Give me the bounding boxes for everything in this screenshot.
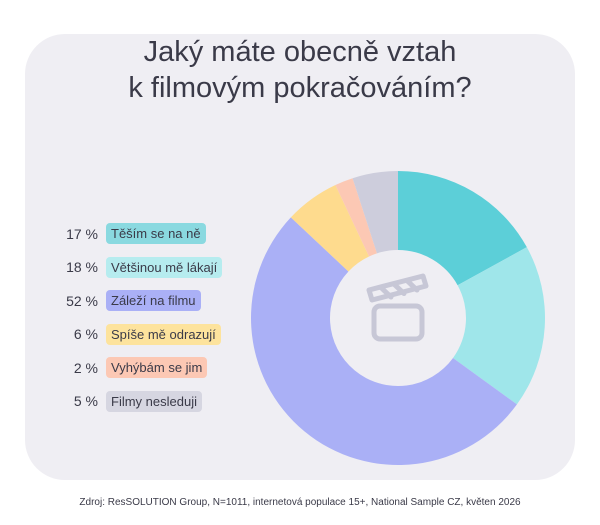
legend-label: Většinou mě lákají <box>106 256 223 278</box>
donut-slice <box>398 171 527 286</box>
donut-slice <box>290 184 370 272</box>
chart-title: Jaký máte obecně vztah k filmovým pokrač… <box>0 34 600 106</box>
donut-slices <box>250 171 545 466</box>
legend-item: 17 % Těším se na ně <box>40 222 222 245</box>
legend: 17 % Těším se na ně 18 % Většinou mě lák… <box>40 222 223 423</box>
legend-percent: 6 % <box>73 326 98 342</box>
legend-label: Spíše mě odrazují <box>106 323 221 345</box>
title-line-2: k filmovým pokračováním? <box>128 72 472 104</box>
legend-percent: 5 % <box>73 393 98 409</box>
source-note: Zdroj: ResSOLUTION Group, N=1011, intern… <box>79 497 521 508</box>
legend-item: 6 % Spíše mě odrazují <box>40 323 222 346</box>
legend-percent: 52 % <box>66 292 98 309</box>
legend-label: Vyhýbám se jim <box>106 357 208 378</box>
legend-percent: 18 % <box>66 259 98 275</box>
legend-label: Záleží na filmu <box>106 290 201 311</box>
title-line-1: Jaký máte obecně vztah <box>143 36 457 68</box>
legend-percent: 2 % <box>73 359 98 376</box>
donut-slice <box>453 247 545 405</box>
donut-slice <box>335 178 377 257</box>
donut-slice <box>352 171 398 254</box>
legend-item: 5 % Filmy nesleduji <box>40 390 222 413</box>
legend-percent: 17 % <box>66 225 98 242</box>
legend-label: Filmy nesleduji <box>106 390 202 412</box>
legend-item: 2 % Vyhýbám se jim <box>40 356 222 379</box>
clapperboard-icon <box>366 273 429 342</box>
legend-item: 52 % Záleží na filmu <box>40 289 222 312</box>
legend-item: 18 % Většinou mě lákají <box>40 256 223 279</box>
legend-label: Těším se na ně <box>106 223 206 244</box>
donut-slice <box>250 217 517 466</box>
